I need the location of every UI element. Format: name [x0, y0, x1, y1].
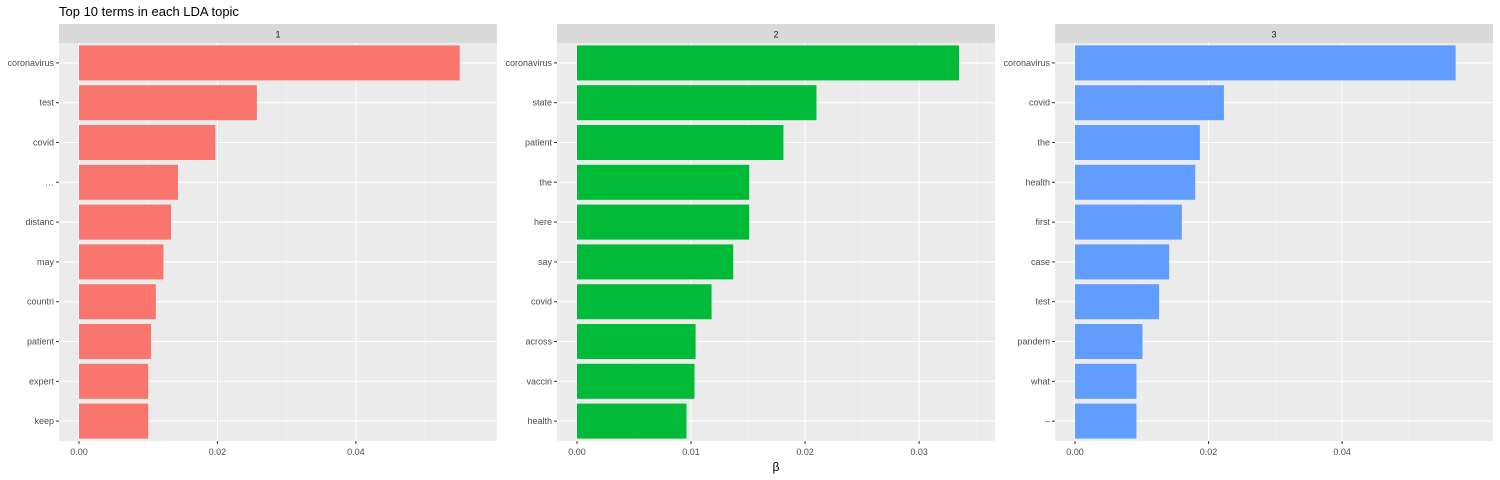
y-tick-label: coronavirus [1003, 58, 1050, 68]
y-tick-label: … [45, 177, 54, 187]
x-tick-label: 0.00 [70, 447, 88, 457]
facet-strip-label: 1 [275, 30, 280, 40]
y-tick-label: the [539, 177, 552, 187]
y-tick-label: – [1045, 416, 1050, 426]
y-tick-label: coronavirus [505, 58, 552, 68]
x-tick-label: 0.04 [1333, 447, 1351, 457]
bar-test [79, 85, 257, 121]
x-tick-label: 0.02 [209, 447, 227, 457]
y-tick-label: case [1031, 257, 1050, 267]
x-tick-label: 0.00 [568, 447, 586, 457]
y-tick-label: test [39, 98, 54, 108]
bar-first [1075, 204, 1182, 240]
x-tick-label: 0.04 [347, 447, 365, 457]
bar-what [1075, 363, 1137, 399]
x-axis-label: β [773, 460, 780, 474]
y-tick-label: patient [27, 337, 55, 347]
facet-strip-label: 2 [773, 30, 778, 40]
bar-covid [79, 125, 216, 160]
facet-strip-label: 3 [1271, 30, 1276, 40]
bar-expert [79, 363, 149, 399]
bar-the [1075, 125, 1200, 160]
y-tick-label: health [527, 416, 552, 426]
bar-the [577, 164, 750, 200]
y-tick-label: patient [525, 138, 553, 148]
bar-patient [79, 324, 151, 359]
y-tick-label: countri [27, 297, 54, 307]
facet-panel-3: 3 coronavirus covid the health first case test p… [1003, 24, 1493, 457]
bar-state [577, 85, 817, 121]
bar-countri [79, 284, 156, 320]
y-tick-label: first [1036, 217, 1051, 227]
bar-health [577, 403, 687, 439]
y-tick-label: health [1025, 177, 1050, 187]
bar-test [1075, 284, 1160, 320]
y-tick-label: coronavirus [7, 58, 54, 68]
bar-covid [1075, 85, 1224, 121]
bar-coronavirus [577, 45, 960, 81]
y-tick-label: covid [1029, 98, 1050, 108]
bar-keep [79, 403, 149, 439]
facet-strip [1055, 24, 1493, 43]
y-tick-label: the [1037, 138, 1050, 148]
bar-– [1075, 403, 1137, 439]
y-tick-label: covid [33, 138, 54, 148]
bar-coronavirus [1075, 45, 1456, 81]
y-tick-label: test [1035, 297, 1050, 307]
bar-across [577, 324, 696, 359]
bar-case [1075, 244, 1170, 280]
x-tick-label: 0.00 [1066, 447, 1084, 457]
facet-panel-2: 2 coronavirus state patient the here say covid a… [505, 24, 995, 457]
facet-strip [557, 24, 995, 43]
y-tick-label: here [534, 217, 552, 227]
bar-pandem [1075, 324, 1143, 359]
chart-title: Top 10 terms in each LDA topic [59, 4, 239, 19]
bar-may [79, 244, 164, 280]
y-tick-label: distanc [25, 217, 54, 227]
bar-covid [577, 284, 712, 320]
y-tick-label: covid [531, 297, 552, 307]
bar-patient [577, 125, 784, 160]
bar-… [79, 164, 178, 200]
y-tick-label: say [538, 257, 553, 267]
y-tick-label: vaccin [526, 376, 552, 386]
y-tick-label: pandem [1017, 337, 1050, 347]
y-tick-label: expert [29, 376, 55, 386]
x-tick-label: 0.02 [796, 447, 814, 457]
bar-coronavirus [79, 45, 460, 81]
bar-say [577, 244, 734, 280]
y-tick-label: state [532, 98, 552, 108]
y-tick-label: may [37, 257, 55, 267]
bar-vaccin [577, 363, 695, 399]
bar-here [577, 204, 750, 240]
x-tick-label: 0.01 [682, 447, 700, 457]
bar-distanc [79, 204, 172, 240]
x-tick-label: 0.03 [910, 447, 928, 457]
bar-health [1075, 164, 1196, 200]
facet-strip [59, 24, 497, 43]
y-tick-label: what [1030, 376, 1051, 386]
facet-panel-1: 1 coronavirus test covid … distanc may countri p… [7, 24, 497, 457]
x-tick-label: 0.02 [1200, 447, 1218, 457]
y-tick-label: across [525, 337, 552, 347]
y-tick-label: keep [34, 416, 54, 426]
